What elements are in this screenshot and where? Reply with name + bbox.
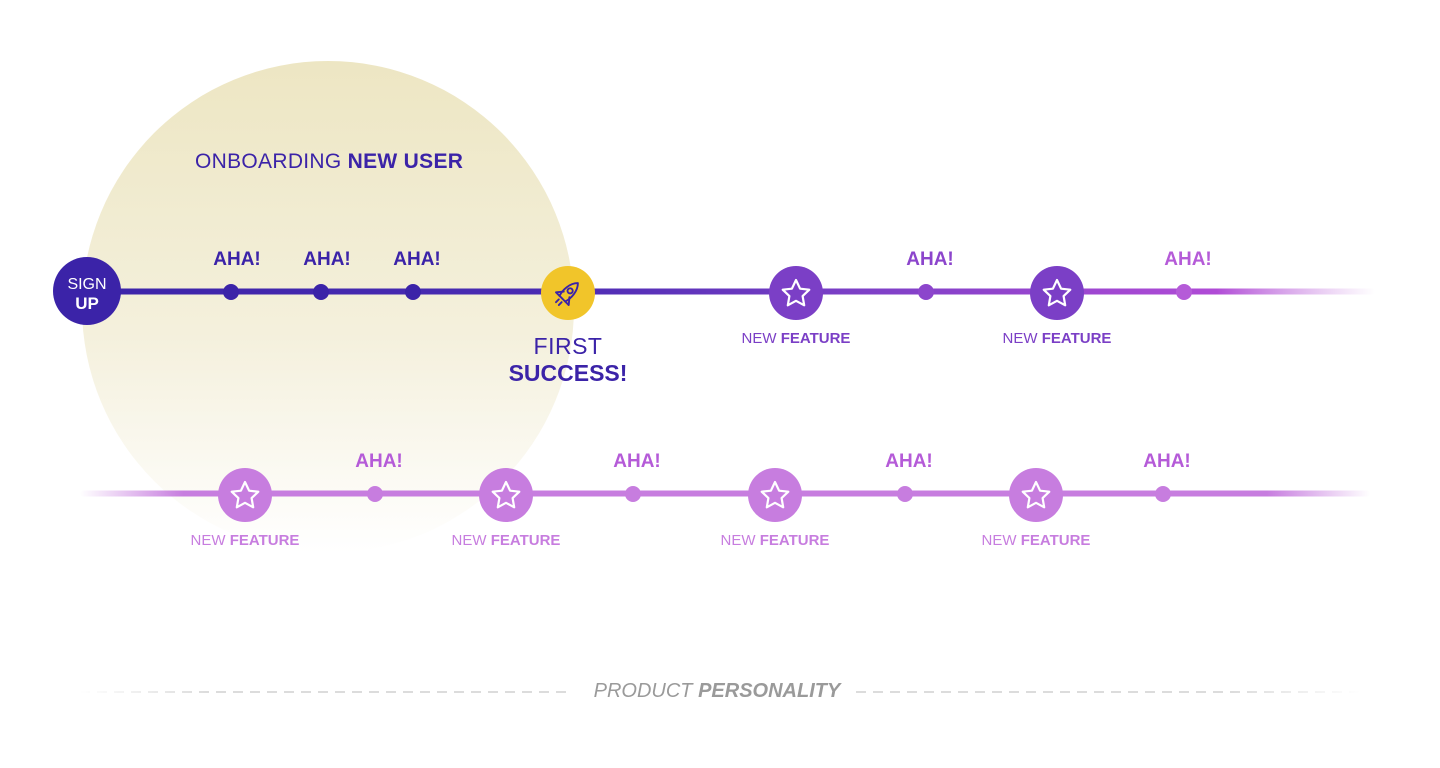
- timeline-line-2: [80, 490, 1370, 497]
- signup-label-bold: UP: [75, 294, 99, 313]
- aha-label: AHA!: [393, 249, 441, 270]
- aha-label: AHA!: [355, 451, 403, 472]
- rocket-icon: [555, 282, 579, 306]
- feature-label-bold: FEATURE: [1041, 330, 1112, 347]
- product-personality-light: PRODUCT: [593, 680, 693, 702]
- signup-label: SIGN UP: [53, 275, 121, 313]
- feature-label-light: NEW: [981, 532, 1017, 549]
- feature-label-bold: FEATURE: [1020, 532, 1091, 549]
- feature-label: NEW FEATURE: [716, 330, 876, 347]
- aha-label: AHA!: [303, 249, 351, 270]
- aha-label: AHA!: [1164, 249, 1212, 270]
- signup-label-light: SIGN: [67, 276, 107, 293]
- aha-dot: [405, 284, 421, 300]
- aha-dot: [918, 284, 934, 300]
- aha-dot: [223, 284, 239, 300]
- feature-node: [479, 468, 533, 522]
- aha-dot: [625, 486, 641, 502]
- feature-node: [748, 468, 802, 522]
- aha-dot: [1176, 284, 1192, 300]
- aha-dot: [1155, 486, 1171, 502]
- first-success-light: FIRST: [533, 333, 603, 359]
- first-success-label: FIRST SUCCESS!: [488, 333, 648, 387]
- aha-label: AHA!: [885, 451, 933, 472]
- aha-label: AHA!: [1143, 451, 1191, 472]
- feature-label-bold: FEATURE: [490, 532, 561, 549]
- aha-label: AHA!: [213, 249, 261, 270]
- aha-label: AHA!: [613, 451, 661, 472]
- product-personality-label: PRODUCT PERSONALITY: [578, 680, 856, 703]
- onboarding-title-bold: NEW USER: [347, 150, 464, 173]
- aha-label: AHA!: [906, 249, 954, 270]
- product-personality-bold: PERSONALITY: [698, 680, 841, 702]
- feature-label-light: NEW: [741, 330, 777, 347]
- feature-node: [218, 468, 272, 522]
- feature-label-light: NEW: [720, 532, 756, 549]
- signup-node: [53, 257, 121, 325]
- feature-label: NEW FEATURE: [165, 532, 325, 549]
- feature-label: NEW FEATURE: [956, 532, 1116, 549]
- feature-node: [1030, 266, 1084, 320]
- aha-dot: [313, 284, 329, 300]
- onboarding-title: ONBOARDING NEW USER: [195, 150, 463, 174]
- feature-label-light: NEW: [1002, 330, 1038, 347]
- onboarding-title-light: ONBOARDING: [195, 150, 342, 173]
- aha-dot: [367, 486, 383, 502]
- first-success-bold: SUCCESS!: [508, 360, 628, 386]
- aha-dot: [897, 486, 913, 502]
- feature-node: [769, 266, 823, 320]
- feature-label: NEW FEATURE: [426, 532, 586, 549]
- feature-node: [1009, 468, 1063, 522]
- feature-label: NEW FEATURE: [977, 330, 1137, 347]
- feature-label-light: NEW: [190, 532, 226, 549]
- feature-label: NEW FEATURE: [695, 532, 855, 549]
- feature-label-bold: FEATURE: [229, 532, 300, 549]
- feature-label-bold: FEATURE: [759, 532, 830, 549]
- feature-label-light: NEW: [451, 532, 487, 549]
- onboarding-halo: [82, 61, 574, 553]
- feature-label-bold: FEATURE: [780, 330, 851, 347]
